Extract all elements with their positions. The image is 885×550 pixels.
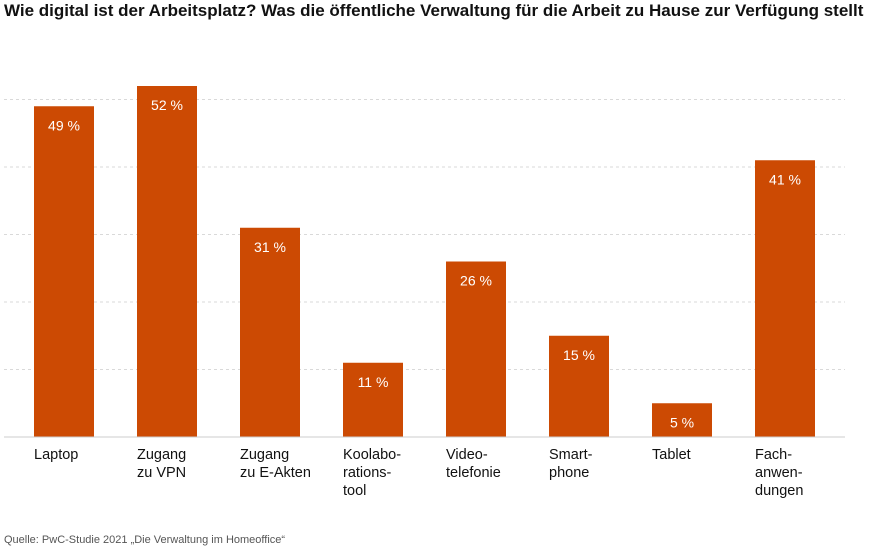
bar-value-label: 11 % — [358, 374, 389, 390]
category-labels: Laptop Zugang zu VPN Zugang zu E-Akten Koolab… — [34, 447, 803, 499]
bars: 49 % 52 % 31 % 11 % 26 % 15 % 5 % 41 % — [34, 86, 815, 437]
gridlines — [4, 99, 845, 370]
bar-value-label: 52 % — [151, 97, 183, 113]
category-label: Tablet — [652, 447, 691, 463]
bar-value-label: 49 % — [48, 117, 80, 133]
category-label: Laptop — [34, 447, 78, 463]
category-label: Video-telefonie — [446, 447, 501, 481]
category-label: Smart-phone — [549, 447, 593, 481]
bar — [240, 227, 300, 437]
category-label: Koolabo-rations-tool — [343, 447, 401, 499]
bar-value-label: 26 % — [460, 273, 492, 289]
category-label: Fach-anwen-dungen — [755, 447, 803, 499]
bar — [137, 86, 197, 437]
bar-value-label: 31 % — [254, 239, 286, 255]
bar — [343, 362, 403, 437]
bar-value-label: 15 % — [563, 347, 595, 363]
category-label: Zugang zu E-Akten — [240, 447, 311, 481]
bar — [446, 261, 506, 437]
category-label: Zugang zu VPN — [137, 447, 186, 481]
bar — [549, 335, 609, 437]
bar — [34, 106, 94, 437]
bar — [652, 403, 712, 437]
bar — [755, 160, 815, 437]
bar-value-label: 41 % — [769, 171, 801, 187]
chart-title: Wie digital ist der Arbeitsplatz? Was di… — [4, 1, 864, 20]
source-note: Quelle: PwC-Studie 2021 „Die Verwaltung … — [4, 534, 286, 546]
bar-value-label: 5 % — [670, 414, 694, 430]
